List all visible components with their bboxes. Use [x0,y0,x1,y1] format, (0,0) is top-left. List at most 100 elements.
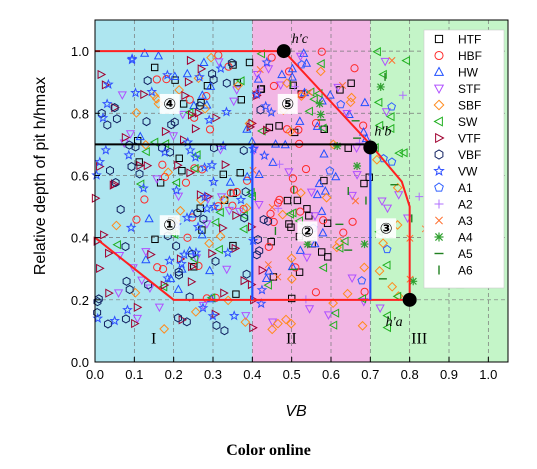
point-sw [112,240,121,250]
point-htf [275,122,283,130]
point-hbf [185,95,194,104]
point-vbf [188,249,197,259]
point-vw [261,56,273,67]
point-htf [236,169,244,177]
legend-label-vbf: VBF [458,148,481,162]
point-sbf [200,103,210,114]
point-vw [255,298,267,309]
point-sw [287,208,297,218]
point-hw [264,266,274,275]
point-hbf [350,64,359,73]
legend-label-a3: A3 [458,214,473,228]
point-vtf [133,302,143,312]
point-sbf [244,118,255,129]
point-vbf [122,276,131,286]
point-sbf [151,93,162,104]
point-vtf [186,168,195,178]
point-hbf [205,125,215,134]
point-stf [168,132,179,141]
point-vw [190,151,201,162]
point-hw [144,213,154,223]
point-hbf [152,75,161,84]
point-hbf [267,53,276,62]
point-vbf [212,320,221,330]
point-hw [242,171,252,181]
point-a3 [256,66,264,74]
point-hbf [311,119,321,128]
legend-label-a5: A5 [458,247,473,261]
point-htf [317,248,326,256]
boundary-overlay: ① ② ③ ④ ⑤ h'c h'b h'a [94,32,417,330]
point-vbf [227,58,236,68]
point-vbf [208,69,217,79]
point-stf [178,110,188,120]
point-sw [373,97,383,108]
point-hw [314,178,324,188]
point-sw [192,150,201,160]
point-hbf [181,178,191,187]
point-vbf [165,147,174,157]
point-hw [325,90,335,99]
point-hbf [275,195,284,204]
point-stf [132,314,143,324]
point-a4 [303,240,312,249]
point-vtf [109,180,119,190]
point-sbf [190,306,201,317]
point-vbf [167,120,176,130]
point-htf [360,179,368,188]
point-hbf [211,293,220,302]
zone-label: ⑤ [281,95,294,113]
point-vw [207,310,219,321]
point-a4 [409,277,418,286]
zone-label-bg [159,215,180,236]
point-stf [275,81,286,91]
point-hw [242,124,252,133]
point-a1 [297,60,307,69]
point-a3 [264,261,272,269]
point-vw [215,62,227,74]
point-htf [178,166,186,175]
point-sw [392,291,402,301]
x-tick-label: 0.9 [440,367,458,382]
point-vtf [204,191,213,202]
boundary-line [94,50,411,301]
point-stf [241,312,251,321]
point-vw [130,87,141,98]
region-label: III [411,330,427,347]
point-hw [253,74,264,83]
point-sbf [346,92,357,103]
point-sbf [321,192,332,203]
point-hw [225,177,235,186]
point-vtf [147,249,156,260]
point-stf [347,191,357,201]
point-sw [382,310,391,321]
point-stf [215,146,226,155]
point-vbf [255,246,264,256]
point-hw [287,63,298,73]
point-htf [287,223,295,231]
point-a2 [398,91,407,100]
point-htf [179,100,188,108]
point-sbf [315,66,326,77]
legend-label-a4: A4 [458,231,473,245]
point-hw [170,71,180,80]
point-vw [126,53,138,64]
point-vw [103,78,114,89]
point-vbf [103,120,112,130]
point-vtf [188,261,197,272]
point-vtf [187,277,197,287]
point-vbf [220,326,229,336]
point-a1 [387,102,397,111]
point-vbf [135,169,144,179]
x-axis-label: VB [285,403,307,420]
point-stf [375,304,385,314]
point-sw [374,120,384,130]
point-vtf [143,161,153,171]
point-sbf [328,139,339,150]
plot-frame [94,19,509,363]
point-stf [234,207,245,217]
point-vbf [222,78,231,88]
point-htf [288,294,296,303]
point-a3 [274,273,282,281]
point-hw [344,109,354,118]
